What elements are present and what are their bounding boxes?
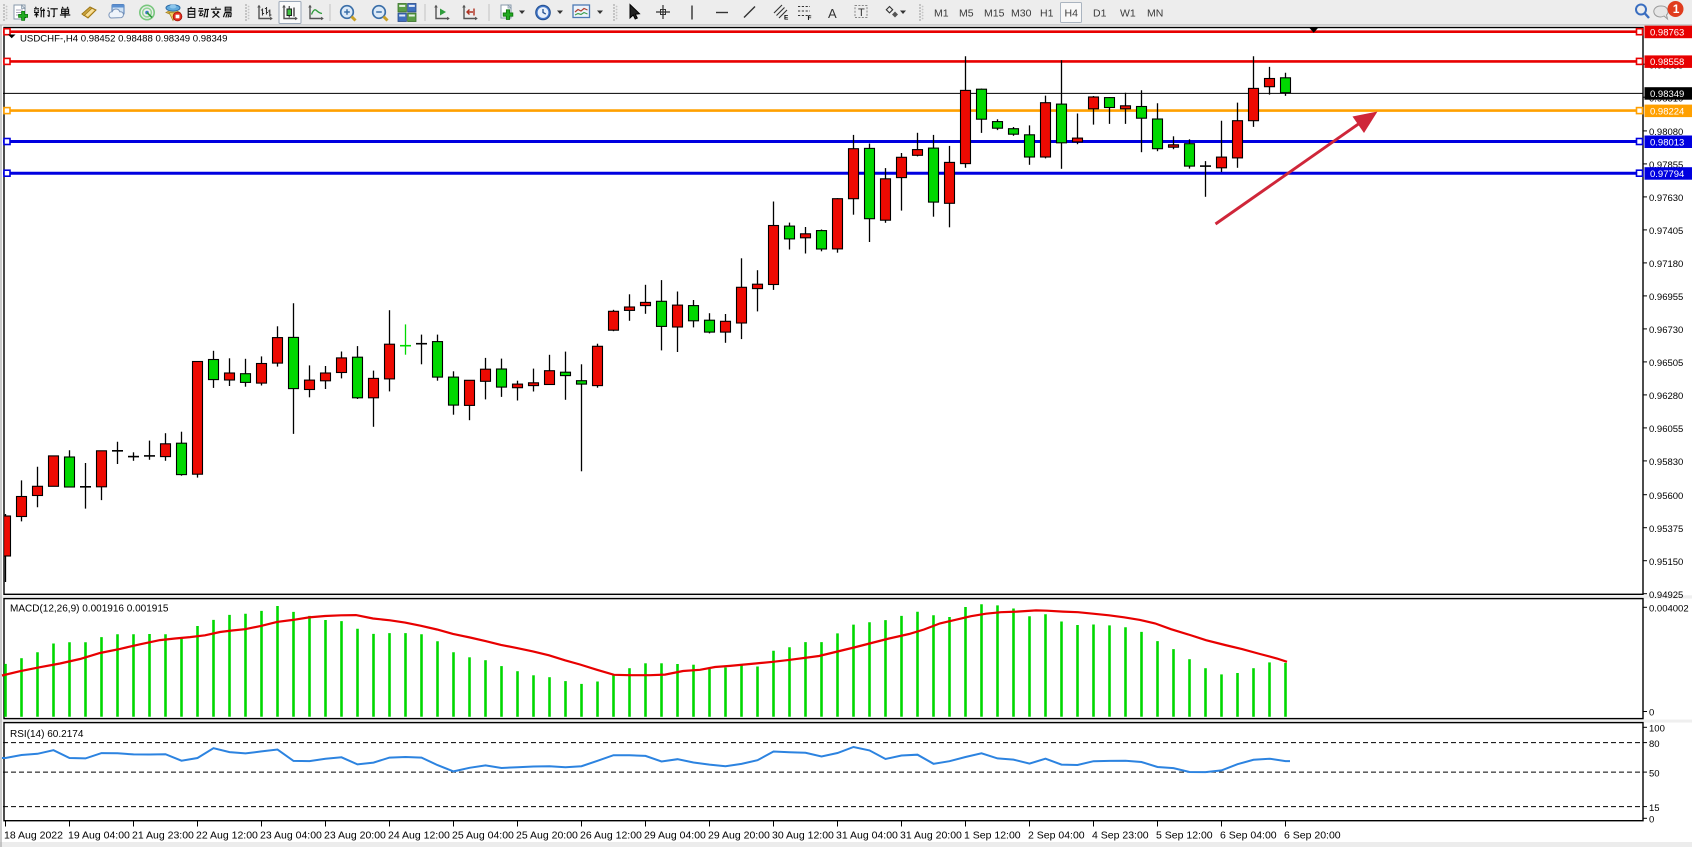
svg-text:0.98080: 0.98080 bbox=[1649, 127, 1683, 138]
svg-text:0.98224: 0.98224 bbox=[1650, 106, 1684, 117]
svg-text:0.98763: 0.98763 bbox=[1650, 28, 1684, 39]
svg-text:25 Aug 20:00: 25 Aug 20:00 bbox=[516, 830, 578, 842]
svg-text:0.96955: 0.96955 bbox=[1649, 292, 1683, 303]
svg-text:USDCHF-,H4 0.98452 0.98488 0.: USDCHF-,H4 0.98452 0.98488 0.98349 0.983… bbox=[20, 34, 227, 45]
svg-text:18 Aug 2022: 18 Aug 2022 bbox=[4, 830, 63, 842]
svg-text:24 Aug 12:00: 24 Aug 12:00 bbox=[388, 830, 450, 842]
svg-text:0.95150: 0.95150 bbox=[1649, 557, 1683, 568]
svg-text:2 Sep 04:00: 2 Sep 04:00 bbox=[1028, 830, 1085, 842]
svg-text:22 Aug 12:00: 22 Aug 12:00 bbox=[196, 830, 258, 842]
svg-text:4 Sep 23:00: 4 Sep 23:00 bbox=[1092, 830, 1149, 842]
svg-text:M15: M15 bbox=[984, 8, 1005, 20]
svg-text:0.97180: 0.97180 bbox=[1649, 259, 1683, 270]
svg-text:6 Sep 20:00: 6 Sep 20:00 bbox=[1284, 830, 1341, 842]
svg-text:0.97405: 0.97405 bbox=[1649, 226, 1683, 237]
svg-text:0.97855: 0.97855 bbox=[1649, 160, 1683, 171]
svg-text:6 Sep 04:00: 6 Sep 04:00 bbox=[1220, 830, 1277, 842]
svg-text:H1: H1 bbox=[1040, 8, 1054, 20]
svg-text:0.95375: 0.95375 bbox=[1649, 524, 1683, 535]
svg-text:30 Aug 12:00: 30 Aug 12:00 bbox=[772, 830, 834, 842]
svg-text:23 Aug 20:00: 23 Aug 20:00 bbox=[324, 830, 386, 842]
svg-text:RSI(14) 60.2174: RSI(14) 60.2174 bbox=[10, 729, 84, 740]
svg-text:19 Aug 04:00: 19 Aug 04:00 bbox=[68, 830, 130, 842]
svg-text:25 Aug 04:00: 25 Aug 04:00 bbox=[452, 830, 514, 842]
svg-text:0.97794: 0.97794 bbox=[1650, 169, 1684, 180]
svg-text:15: 15 bbox=[1649, 803, 1660, 814]
svg-text:M30: M30 bbox=[1011, 8, 1032, 20]
svg-text:0.95830: 0.95830 bbox=[1649, 457, 1683, 468]
svg-text:5 Sep 12:00: 5 Sep 12:00 bbox=[1156, 830, 1213, 842]
svg-text:0.95600: 0.95600 bbox=[1649, 491, 1683, 502]
svg-text:0.96505: 0.96505 bbox=[1649, 358, 1683, 369]
svg-text:100: 100 bbox=[1649, 724, 1665, 735]
svg-text:0.96280: 0.96280 bbox=[1649, 391, 1683, 402]
svg-text:0.004002: 0.004002 bbox=[1649, 604, 1689, 615]
svg-text:31 Aug 20:00: 31 Aug 20:00 bbox=[900, 830, 962, 842]
svg-text:0.96730: 0.96730 bbox=[1649, 325, 1683, 336]
svg-text:26 Aug 12:00: 26 Aug 12:00 bbox=[580, 830, 642, 842]
svg-text:0.97630: 0.97630 bbox=[1649, 193, 1683, 204]
svg-text:T: T bbox=[858, 7, 865, 19]
svg-text:MN: MN bbox=[1147, 8, 1163, 20]
svg-text:D1: D1 bbox=[1093, 8, 1107, 20]
svg-text:0.98558: 0.98558 bbox=[1650, 57, 1684, 68]
svg-text:0: 0 bbox=[1649, 815, 1654, 826]
svg-text:F: F bbox=[808, 15, 812, 22]
svg-text:29 Aug 20:00: 29 Aug 20:00 bbox=[708, 830, 770, 842]
svg-text:H4: H4 bbox=[1065, 8, 1079, 20]
svg-text:1: 1 bbox=[1673, 2, 1680, 16]
svg-text:31 Aug 04:00: 31 Aug 04:00 bbox=[836, 830, 898, 842]
svg-text:M1: M1 bbox=[934, 8, 949, 20]
svg-text:23 Aug 04:00: 23 Aug 04:00 bbox=[260, 830, 322, 842]
svg-text:0.94925: 0.94925 bbox=[1649, 590, 1683, 601]
svg-text:29 Aug 04:00: 29 Aug 04:00 bbox=[644, 830, 706, 842]
svg-text:MACD(12,26,9) 0.001916 0.00191: MACD(12,26,9) 0.001916 0.001915 bbox=[10, 604, 169, 615]
svg-text:0.96055: 0.96055 bbox=[1649, 424, 1683, 435]
svg-text:0.98013: 0.98013 bbox=[1650, 137, 1684, 148]
svg-text:A: A bbox=[828, 6, 837, 21]
svg-text:1 Sep 12:00: 1 Sep 12:00 bbox=[964, 830, 1021, 842]
svg-text:M5: M5 bbox=[959, 8, 974, 20]
svg-text:0.98349: 0.98349 bbox=[1650, 89, 1684, 100]
svg-text:50: 50 bbox=[1649, 768, 1660, 779]
svg-text:W1: W1 bbox=[1120, 8, 1136, 20]
svg-text:E: E bbox=[784, 15, 789, 22]
svg-text:80: 80 bbox=[1649, 739, 1660, 750]
svg-text:0: 0 bbox=[1649, 708, 1654, 719]
svg-text:21 Aug 23:00: 21 Aug 23:00 bbox=[132, 830, 194, 842]
